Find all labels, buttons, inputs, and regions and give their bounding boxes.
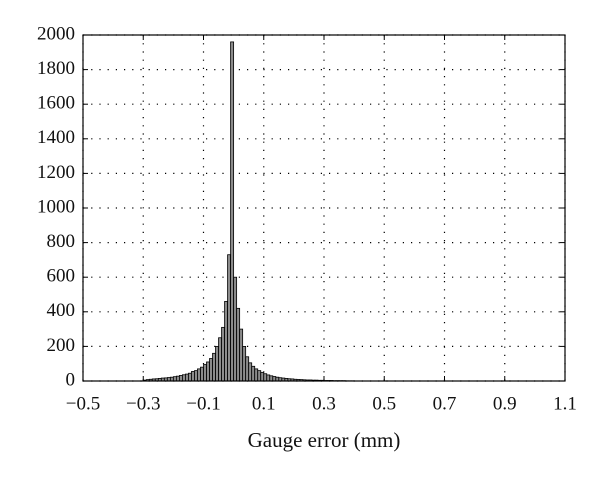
bar: [213, 353, 216, 381]
x-tick-label: −0.1: [186, 393, 220, 414]
bar: [261, 372, 264, 381]
x-tick-label: 0.5: [372, 393, 396, 414]
bar: [222, 327, 225, 381]
bar: [185, 374, 188, 381]
y-tick-label: 600: [47, 266, 76, 287]
bar: [188, 373, 191, 381]
x-tick-label: −0.5: [66, 393, 100, 414]
bar: [219, 338, 222, 381]
bar: [194, 371, 197, 381]
y-tick-label: 1800: [37, 58, 75, 79]
bar: [207, 362, 210, 381]
y-tick-label: 800: [47, 231, 76, 252]
y-tick-label: 1400: [37, 127, 75, 148]
x-tick-label: −0.3: [126, 393, 160, 414]
bar: [252, 366, 255, 381]
y-tick-label: 200: [47, 335, 76, 356]
bar: [200, 367, 203, 381]
bar: [228, 255, 231, 381]
x-tick-label: 0.3: [312, 393, 336, 414]
bar: [255, 369, 258, 381]
x-axis-label: Gauge error (mm): [248, 428, 401, 452]
bar: [210, 359, 213, 381]
bar: [258, 371, 261, 381]
x-tick-label: 0.9: [493, 393, 517, 414]
bar: [270, 376, 273, 381]
bar: [225, 301, 228, 381]
y-tick-label: 0: [66, 369, 76, 390]
y-tick-label: 1200: [37, 162, 75, 183]
bar: [197, 369, 200, 381]
bar: [176, 376, 179, 381]
bar: [182, 375, 185, 381]
y-tick-label: 400: [47, 300, 76, 321]
x-tick-label: 1.1: [553, 393, 577, 414]
bar: [173, 377, 176, 381]
bar: [267, 375, 270, 381]
y-tick-label: 2000: [37, 23, 75, 44]
bar: [237, 308, 240, 381]
bar: [234, 277, 237, 381]
bar: [216, 346, 219, 381]
bar: [240, 329, 243, 381]
bar: [204, 365, 207, 381]
bar: [191, 371, 194, 381]
bar: [246, 357, 249, 381]
y-tick-label: 1600: [37, 93, 75, 114]
bar: [264, 374, 267, 381]
bar: [249, 363, 252, 381]
bar: [179, 375, 182, 381]
x-tick-label: 0.1: [252, 393, 276, 414]
bar: [231, 42, 234, 381]
y-tick-label: 1000: [37, 196, 75, 217]
bar: [243, 346, 246, 381]
bar: [273, 377, 276, 381]
x-tick-label: 0.7: [433, 393, 457, 414]
